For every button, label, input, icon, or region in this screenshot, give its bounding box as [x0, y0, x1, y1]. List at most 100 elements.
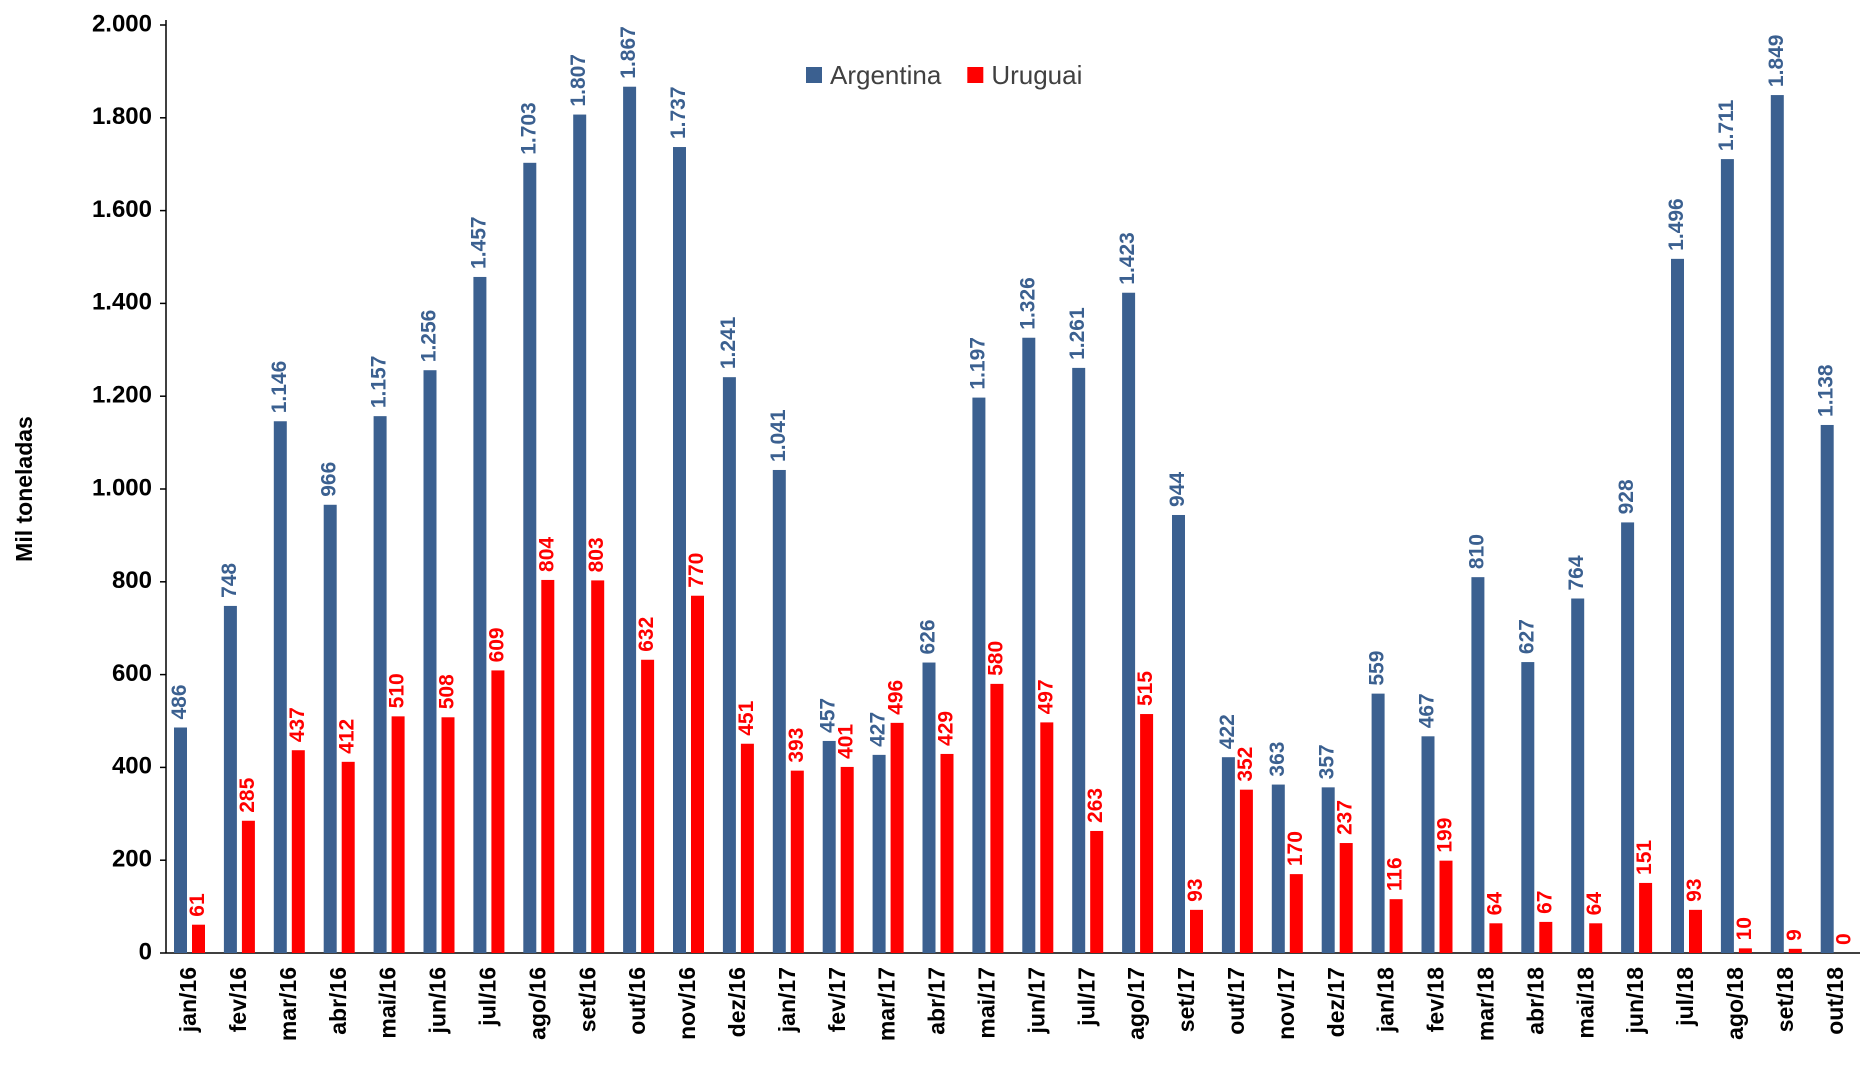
bar: [691, 595, 704, 953]
data-label: 401: [835, 724, 858, 759]
bar: [1639, 882, 1653, 953]
bar: [1770, 95, 1784, 953]
data-label: 1.807: [567, 54, 590, 107]
data-label: 1.711: [1715, 99, 1738, 151]
bar: [523, 162, 537, 954]
bar: [273, 421, 287, 954]
x-tick-label: set/17: [1173, 967, 1199, 1032]
bar: [591, 580, 605, 953]
bar: [323, 504, 337, 953]
bar: [990, 683, 1004, 953]
data-label: 510: [386, 673, 409, 708]
data-label: 515: [1134, 671, 1157, 706]
data-label: 810: [1465, 534, 1488, 569]
x-tick-label: dez/16: [724, 967, 750, 1037]
data-label: 357: [1316, 744, 1339, 779]
bar: [1571, 598, 1585, 953]
bar: [872, 754, 886, 953]
x-tick-label: ago/16: [524, 967, 550, 1040]
bar: [391, 716, 405, 953]
bar: [441, 717, 455, 953]
bar: [1022, 337, 1036, 954]
bar: [1738, 948, 1752, 953]
data-label: 627: [1515, 619, 1538, 654]
data-label: 1.146: [268, 361, 291, 414]
y-tick-label: 1.800: [92, 103, 152, 130]
data-label: 263: [1084, 788, 1107, 823]
bar: [541, 579, 555, 953]
x-tick-label: abr/17: [924, 967, 950, 1035]
data-label: 363: [1266, 742, 1289, 777]
x-tick-label: nov/17: [1273, 967, 1299, 1040]
y-tick-label: 200: [112, 846, 152, 873]
bar: [241, 820, 255, 953]
data-label: 393: [785, 728, 808, 763]
legend-label: Uruguai: [991, 60, 1082, 90]
x-tick-label: jul/16: [474, 967, 500, 1027]
bar: [1589, 923, 1603, 953]
bar: [822, 740, 836, 953]
data-label: 559: [1366, 651, 1389, 686]
bar: [1122, 292, 1136, 953]
bar: [1621, 522, 1635, 953]
data-label: 1.326: [1016, 277, 1039, 330]
data-label: 427: [867, 712, 890, 747]
bar: [1671, 258, 1684, 954]
data-label: 64: [1583, 892, 1606, 916]
data-label: 770: [685, 553, 708, 588]
y-tick-label: 1.400: [92, 289, 152, 316]
data-label: 966: [318, 462, 341, 497]
x-tick-label: jan/16: [175, 967, 201, 1033]
bar: [772, 469, 786, 953]
bar: [1339, 843, 1353, 953]
x-tick-label: abr/18: [1522, 967, 1548, 1035]
x-tick-label: mai/17: [973, 967, 999, 1039]
data-label: 626: [917, 619, 940, 654]
bar: [223, 605, 237, 953]
data-label: 944: [1166, 472, 1189, 507]
x-tick-label: mar/16: [275, 967, 301, 1041]
data-label: 1.138: [1815, 364, 1838, 417]
data-label: 352: [1234, 747, 1257, 782]
data-label: 61: [186, 893, 209, 917]
x-tick-label: abr/16: [325, 967, 351, 1035]
data-label: 93: [1184, 878, 1207, 901]
x-tick-label: fev/17: [824, 967, 850, 1032]
data-label: 1.457: [467, 216, 490, 269]
data-label: 116: [1384, 857, 1407, 891]
bar: [1221, 757, 1235, 953]
x-tick-label: jul/18: [1672, 967, 1698, 1027]
bar: [673, 147, 686, 954]
bar: [1371, 693, 1385, 953]
x-tick-label: set/18: [1772, 967, 1798, 1032]
bar: [373, 416, 387, 954]
x-tick-label: jan/17: [774, 967, 800, 1033]
x-tick-label: ago/18: [1722, 967, 1748, 1040]
data-label: 497: [1034, 679, 1057, 714]
data-label: 804: [535, 537, 558, 572]
data-label: 64: [1483, 892, 1506, 916]
bar: [1439, 860, 1453, 953]
bar: [341, 761, 355, 953]
data-label: 285: [236, 777, 259, 812]
x-tick-label: out/18: [1822, 967, 1848, 1035]
x-tick-label: out/16: [624, 967, 650, 1035]
bar: [1040, 722, 1054, 953]
data-label: 1.737: [667, 86, 690, 139]
y-tick-label: 2.000: [92, 10, 152, 37]
bar: [1072, 367, 1086, 953]
bar: [890, 722, 904, 953]
bar: [291, 750, 305, 953]
data-label: 748: [218, 563, 241, 598]
legend-label: Argentina: [830, 60, 942, 90]
x-tick-label: jan/18: [1373, 967, 1399, 1033]
bar: [623, 86, 637, 954]
x-tick-label: fev/18: [1423, 967, 1449, 1032]
x-tick-label: jun/18: [1622, 967, 1648, 1035]
x-tick-label: nov/16: [674, 967, 700, 1040]
bar: [840, 766, 854, 953]
data-label: 1.241: [717, 316, 740, 369]
x-tick-label: dez/17: [1323, 967, 1349, 1037]
